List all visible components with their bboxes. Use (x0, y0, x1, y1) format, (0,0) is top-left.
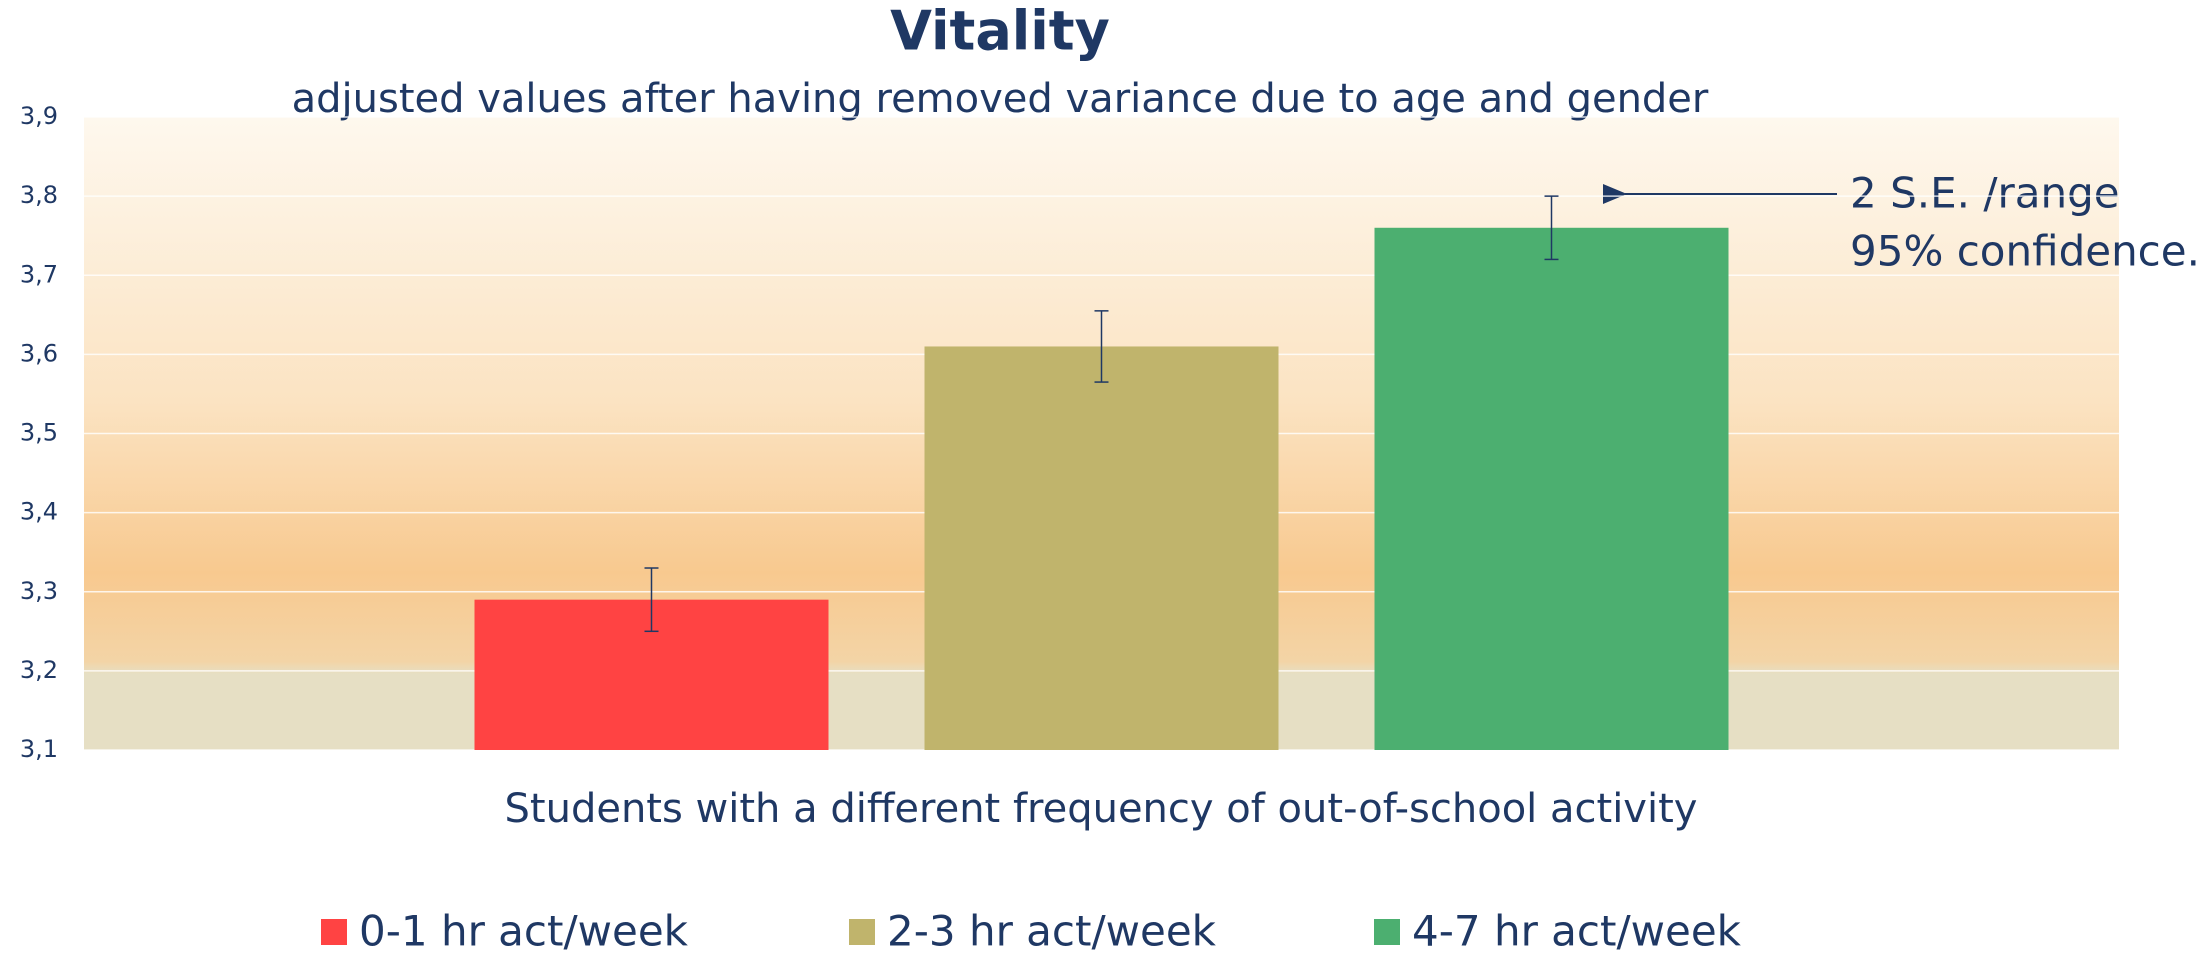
y-tick-label: 3,1 (20, 735, 58, 763)
y-tick-label: 3,7 (20, 260, 58, 288)
x-axis-label: Students with a different frequency of o… (505, 786, 1698, 832)
legend-swatch (321, 919, 347, 945)
annotation: 95% confidence. (1850, 227, 2197, 276)
legend-swatch (849, 919, 875, 945)
y-tick-label: 3,4 (20, 498, 58, 526)
annotation: 2 S.E. /range (1850, 169, 2120, 218)
y-tick-label: 3,2 (20, 656, 58, 684)
y-tick-label: 3,3 (20, 577, 58, 605)
y-tick-label: 3,9 (20, 102, 58, 130)
bar (924, 346, 1279, 750)
y-tick-label: 3,8 (20, 181, 58, 209)
legend-label: 0-1 hr act/week (359, 907, 689, 956)
y-tick-label: 3,5 (20, 419, 58, 447)
bar (1374, 227, 1729, 750)
legend-label: 2-3 hr act/week (887, 907, 1217, 956)
legend-swatch (1374, 919, 1400, 945)
chart-subtitle: adjusted values after having removed var… (292, 76, 1709, 122)
y-tick-label: 3,6 (20, 339, 58, 367)
chart-title: Vitality (890, 0, 1110, 63)
legend-label: 4-7 hr act/week (1412, 907, 1742, 956)
